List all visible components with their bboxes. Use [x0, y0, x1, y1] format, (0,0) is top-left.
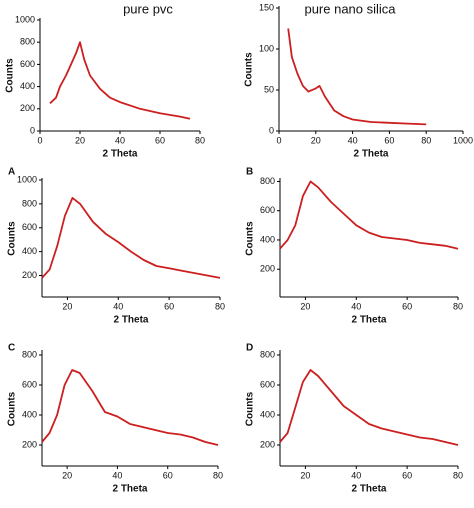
y-tick-label: 600	[22, 379, 37, 389]
y-tick-label: 200	[20, 103, 35, 113]
panel-label: D	[246, 343, 253, 354]
y-tick-label: 200	[22, 270, 37, 280]
chart-title: pure pvc	[123, 1, 173, 16]
y-tick-label: 800	[22, 198, 37, 208]
x-tick-label: 40	[348, 135, 358, 145]
x-tick-label: 80	[421, 135, 431, 145]
y-tick-label: 1000	[15, 14, 35, 24]
x-tick-label: 80	[453, 301, 463, 311]
x-tick-label: 80	[215, 301, 225, 311]
y-tick-label: 0	[269, 125, 274, 135]
y-tick-label: 200	[260, 264, 275, 274]
y-tick-label: 150	[259, 2, 274, 12]
y-tick-label: 50	[264, 84, 274, 94]
x-tick-label: 0	[276, 135, 281, 145]
x-axis-label: 2 Theta	[112, 484, 147, 495]
x-tick-label: 40	[351, 470, 361, 480]
y-tick-label: 400	[22, 246, 37, 256]
data-line	[41, 369, 219, 446]
panel-label: C	[8, 343, 15, 354]
x-axis-label: 2 Theta	[351, 484, 386, 495]
y-tick-label: 200	[260, 439, 275, 449]
x-axis-label: 2 Theta	[102, 149, 137, 160]
x-tick-label: 80	[213, 470, 223, 480]
x-tick-label: 20	[300, 301, 310, 311]
data-line	[49, 41, 191, 120]
y-tick-label: 800	[260, 349, 275, 359]
x-tick-label: 20	[311, 135, 321, 145]
x-tick-label: 60	[164, 301, 174, 311]
x-tick-label: 80	[453, 470, 463, 480]
x-tick-label: 60	[402, 470, 412, 480]
y-tick-label: 600	[260, 379, 275, 389]
y-axis-label: Counts	[7, 221, 18, 256]
y-tick-label: 600	[260, 205, 275, 215]
y-tick-label: 200	[22, 439, 37, 449]
y-tick-label: 100	[259, 43, 274, 53]
y-tick-label: 800	[22, 349, 37, 359]
x-axis-label: 2 Theta	[113, 315, 148, 326]
y-axis-label: Counts	[245, 391, 256, 426]
y-tick-label: 800	[20, 37, 35, 47]
y-tick-label: 400	[260, 409, 275, 419]
x-tick-label: 40	[113, 301, 123, 311]
x-tick-label: 60	[384, 135, 394, 145]
x-axis-label: 2 Theta	[353, 149, 388, 160]
x-tick-label: 20	[62, 301, 72, 311]
y-axis-label: Counts	[244, 52, 255, 87]
data-line	[287, 28, 427, 126]
x-tick-label: 80	[195, 135, 205, 145]
x-tick-label: 60	[163, 470, 173, 480]
x-tick-label: 20	[300, 470, 310, 480]
x-tick-label: 60	[402, 301, 412, 311]
chart-title: pure nano silica	[304, 1, 396, 16]
x-axis-label: 2 Theta	[351, 315, 386, 326]
y-axis-label: Counts	[5, 58, 16, 93]
x-tick-label: 0	[37, 135, 42, 145]
y-tick-label: 0	[30, 125, 35, 135]
x-tick-label: 40	[112, 470, 122, 480]
y-tick-label: 800	[260, 176, 275, 186]
y-tick-label: 600	[22, 222, 37, 232]
y-tick-label: 1000	[17, 174, 37, 184]
panel-label: B	[246, 167, 253, 178]
y-axis-label: Counts	[7, 391, 18, 426]
x-tick-label: 20	[75, 135, 85, 145]
y-tick-label: 400	[20, 81, 35, 91]
y-tick-label: 400	[260, 234, 275, 244]
y-axis-label: Counts	[245, 221, 256, 256]
data-line	[279, 369, 459, 446]
x-tick-label: 40	[351, 301, 361, 311]
y-tick-label: 400	[22, 409, 37, 419]
x-tick-label: 1000	[453, 135, 473, 145]
data-line	[41, 197, 221, 279]
x-tick-label: 20	[62, 470, 72, 480]
y-tick-label: 600	[20, 59, 35, 69]
data-line	[279, 180, 459, 250]
x-tick-label: 40	[115, 135, 125, 145]
x-tick-label: 60	[155, 135, 165, 145]
panel-label: A	[8, 167, 15, 178]
